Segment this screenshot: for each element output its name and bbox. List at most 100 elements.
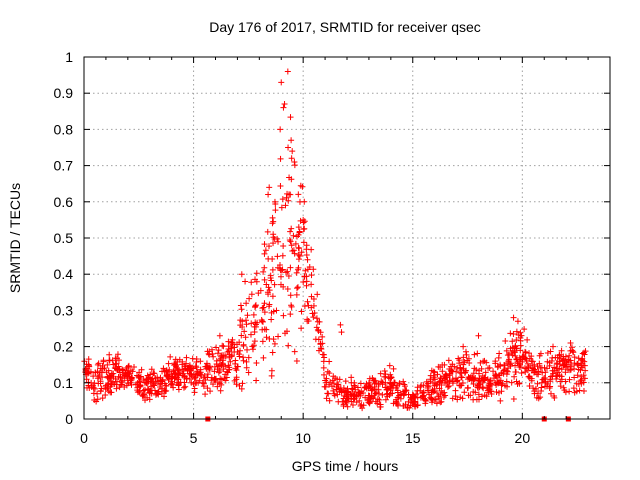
data-point [517,364,524,371]
data-point [319,333,326,340]
data-point [378,378,385,385]
data-point [453,377,460,384]
data-point [305,317,312,324]
data-point [470,388,477,395]
data-point [114,378,121,385]
data-point [192,363,199,370]
data-point [571,365,578,372]
data-point [456,382,463,389]
data-point [250,311,257,318]
data-point [407,396,414,403]
data-point [550,392,557,399]
data-point [179,366,186,373]
data-point [95,373,102,380]
data-point [208,377,215,384]
data-point [459,380,466,387]
y-tick-label: 0.8 [54,121,74,137]
data-point [523,365,530,372]
data-point [150,370,157,377]
data-point [100,358,107,365]
data-point [362,394,369,401]
data-point [479,379,486,386]
data-point [295,264,302,271]
data-point [559,357,566,364]
data-point [507,330,514,337]
data-point [366,400,373,407]
data-point [499,380,506,387]
data-point [331,392,338,399]
data-point [535,368,542,375]
x-tick-label: 5 [190,430,198,446]
data-point [510,331,517,338]
data-point [138,366,145,373]
data-point [379,391,386,398]
data-point [557,378,564,385]
y-tick-label: 0 [65,411,73,427]
data-point [326,370,333,377]
data-point [115,357,122,364]
data-point [549,354,556,361]
data-point [269,266,276,273]
data-point [295,224,302,231]
data-point [433,382,440,389]
data-point [268,367,275,374]
data-point [326,381,333,388]
data-point [357,392,364,399]
data-point [148,366,155,373]
data-point [238,385,245,392]
data-point [482,374,489,381]
data-point [544,358,551,365]
data-point [393,398,400,405]
data-point [529,358,536,365]
data-point [375,386,382,393]
data-point [238,332,245,339]
data-point [218,381,225,388]
data-point [102,383,109,390]
data-point [213,344,220,351]
data-point [261,326,268,333]
data-point [414,387,421,394]
data-point [316,318,323,325]
data-point [401,381,408,388]
data-point [183,354,190,361]
data-point [497,397,504,404]
data-point [225,362,232,369]
data-point [181,379,188,386]
data-point [184,365,191,372]
data-point [531,361,538,368]
data-point [547,348,554,355]
data-point [492,372,499,379]
data-point [571,360,578,367]
data-point [203,360,210,367]
data-point [486,385,493,392]
data-point [123,382,130,389]
data-point [232,357,239,364]
data-point [478,393,485,400]
data-point [513,356,520,363]
data-point [252,302,259,309]
data-point [232,365,239,372]
data-point [385,374,392,381]
data-point [269,214,276,221]
data-point [423,378,430,385]
data-point [271,281,278,288]
data-point [313,315,320,322]
data-point [537,350,544,357]
data-point [161,380,168,387]
data-point [141,379,148,386]
data-point [261,276,268,283]
data-point [282,202,289,209]
data-point [315,336,322,343]
data-point [465,355,472,362]
data-point [166,373,173,380]
data-point [334,376,341,383]
data-point [474,350,481,357]
data-point [310,302,317,309]
data-point [237,347,244,354]
data-point [511,348,518,355]
data-point [320,358,327,365]
data-point [566,376,573,383]
data-point [292,240,299,247]
data-point [417,383,424,390]
